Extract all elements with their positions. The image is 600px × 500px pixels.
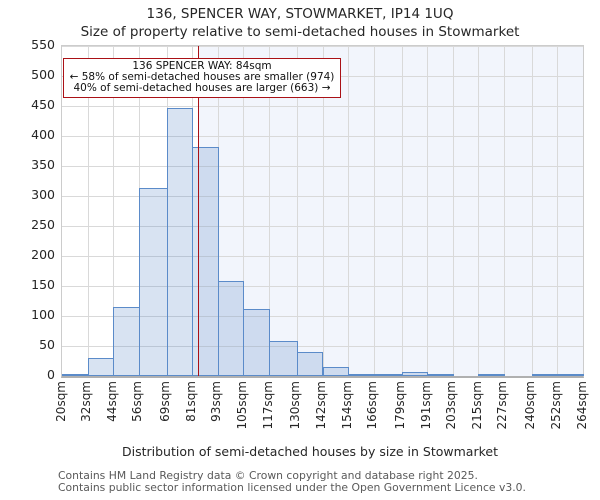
x-gridline xyxy=(503,46,505,376)
x-gridline xyxy=(452,46,454,376)
x-tick-label: 44sqm xyxy=(104,381,119,422)
x-tick-label: 93sqm xyxy=(209,381,224,422)
histogram-bar xyxy=(138,187,168,376)
x-gridline xyxy=(531,46,533,376)
histogram-bar xyxy=(166,108,194,376)
histogram-bar xyxy=(113,307,140,376)
x-tick-label: 264sqm xyxy=(574,381,589,430)
x-gridline xyxy=(243,46,245,376)
histogram-bar xyxy=(243,309,271,376)
x-gridline xyxy=(113,46,115,376)
x-gridline xyxy=(87,46,89,376)
larger-region-shading xyxy=(198,46,583,376)
x-tick-label: 154sqm xyxy=(339,381,354,430)
histogram-bar xyxy=(531,374,559,377)
x-tick-label: 240sqm xyxy=(523,381,538,430)
histogram-bar xyxy=(557,374,584,377)
x-gridline xyxy=(401,46,403,376)
plot-area xyxy=(61,45,584,378)
histogram-bar xyxy=(296,352,324,376)
footer-attribution-1: Contains HM Land Registry data © Crown c… xyxy=(58,469,478,482)
x-tick-label: 69sqm xyxy=(158,381,173,422)
marker-annotation-box: 136 SPENCER WAY: 84sqm ← 58% of semi-det… xyxy=(63,58,341,98)
x-gridline xyxy=(348,46,350,376)
y-tick-label: 250 xyxy=(31,217,55,232)
histogram-bar xyxy=(427,374,454,377)
histogram-bar xyxy=(87,358,115,376)
footer-attribution-2: Contains public sector information licen… xyxy=(58,481,526,494)
x-gridline xyxy=(557,46,559,376)
x-tick-label: 81sqm xyxy=(183,381,198,422)
x-gridline xyxy=(296,46,298,376)
y-tick-label: 550 xyxy=(31,37,55,52)
x-tick-label: 166sqm xyxy=(365,381,380,430)
chart-title: 136, SPENCER WAY, STOWMARKET, IP14 1UQ xyxy=(146,6,454,22)
y-tick-label: 350 xyxy=(31,157,55,172)
y-tick-label: 200 xyxy=(31,247,55,262)
y-tick-label: 0 xyxy=(47,367,55,382)
x-tick-label: 142sqm xyxy=(314,381,328,430)
annotation-property-line: 136 SPENCER WAY: 84sqm xyxy=(132,60,272,72)
x-tick-label: 130sqm xyxy=(288,381,303,430)
y-tick-label: 50 xyxy=(39,337,55,352)
histogram-bar xyxy=(348,373,375,376)
annotation-larger-line: 40% of semi-detached houses are larger (… xyxy=(73,82,331,94)
x-tick-label: 20sqm xyxy=(53,381,68,422)
x-gridline xyxy=(269,46,271,376)
histogram-bar xyxy=(322,367,350,376)
x-tick-label: 191sqm xyxy=(418,381,433,430)
histogram-bar xyxy=(62,373,89,376)
histogram-bar xyxy=(373,373,403,376)
x-gridline xyxy=(373,46,375,376)
y-tick-label: 450 xyxy=(31,97,55,112)
x-gridline xyxy=(322,46,324,376)
x-tick-label: 179sqm xyxy=(393,381,407,430)
x-tick-label: 56sqm xyxy=(130,381,145,422)
x-axis-label: Distribution of semi-detached houses by … xyxy=(122,444,498,459)
histogram-bar xyxy=(217,280,245,376)
y-tick-label: 150 xyxy=(31,277,55,292)
x-tick-label: 203sqm xyxy=(444,381,459,430)
y-tick-label: 100 xyxy=(31,307,55,322)
y-tick-label: 500 xyxy=(31,67,55,82)
y-tick-label: 400 xyxy=(31,127,55,142)
property-size-marker-line xyxy=(197,46,200,376)
x-tick-label: 227sqm xyxy=(495,381,510,430)
x-tick-label: 117sqm xyxy=(260,381,275,430)
y-tick-label: 300 xyxy=(31,187,55,202)
x-tick-label: 252sqm xyxy=(548,381,563,430)
x-gridline xyxy=(427,46,429,376)
x-tick-label: 105sqm xyxy=(234,381,249,430)
histogram-bar xyxy=(401,372,429,376)
x-tick-label: 32sqm xyxy=(79,381,94,422)
histogram-bar xyxy=(478,374,505,377)
histogram-bar xyxy=(269,340,298,376)
x-tick-label: 215sqm xyxy=(469,381,484,430)
histogram-bar xyxy=(192,147,219,376)
chart-subtitle: Size of property relative to semi-detach… xyxy=(80,24,520,40)
x-gridline xyxy=(478,46,480,376)
annotation-smaller-line: ← 58% of semi-detached houses are smalle… xyxy=(69,71,335,83)
